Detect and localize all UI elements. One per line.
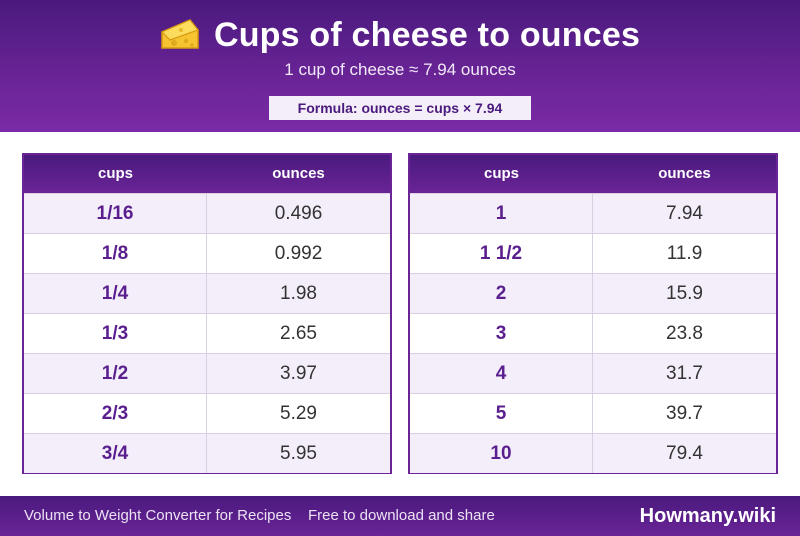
- column-header-ounces: ounces: [272, 165, 325, 182]
- table-header: cups ounces: [24, 155, 390, 193]
- ounces-cell: 11.9: [666, 243, 703, 264]
- footer-tagline: Volume to Weight Converter for Recipes: [24, 507, 292, 524]
- table-row: 5 39.7: [410, 393, 776, 433]
- header: Cups of cheese to ounces 1 cup of cheese…: [0, 0, 800, 132]
- cups-cell: 1/16: [24, 194, 207, 233]
- cups-cell: 1/8: [24, 234, 207, 273]
- conversion-table-right: cups ounces 1 7.94 1 1/2 11.9 2 15.9 3 2…: [408, 153, 778, 474]
- cheese-icon: [160, 18, 200, 52]
- cups-cell: 1/3: [24, 314, 207, 353]
- cups-cell: 3: [410, 314, 593, 353]
- cups-cell: 1: [410, 194, 593, 233]
- table-row: 3/4 5.95: [24, 433, 390, 473]
- cups-cell: 3/4: [24, 434, 207, 473]
- conversion-table-left: cups ounces 1/16 0.496 1/8 0.992 1/4 1.9…: [22, 153, 392, 474]
- ounces-cell: 39.7: [666, 403, 703, 424]
- cups-cell: 1 1/2: [410, 234, 593, 273]
- ounces-cell: 31.7: [666, 363, 703, 384]
- ounces-cell: 0.992: [274, 243, 323, 264]
- ounces-cell: 15.9: [666, 283, 703, 304]
- ounces-cell: 2.65: [280, 323, 317, 344]
- cups-cell: 2: [410, 274, 593, 313]
- page-subtitle: 1 cup of cheese ≈ 7.94 ounces: [284, 60, 516, 79]
- column-header-ounces: ounces: [658, 165, 711, 182]
- footer-share-note: Free to download and share: [308, 507, 495, 524]
- ounces-cell: 3.97: [280, 363, 317, 384]
- footer: Volume to Weight Converter for Recipes F…: [0, 496, 800, 536]
- cups-cell: 1/2: [24, 354, 207, 393]
- table-row: 4 31.7: [410, 353, 776, 393]
- table-header: cups ounces: [410, 155, 776, 193]
- page-title: Cups of cheese to ounces: [213, 15, 641, 54]
- footer-brand-link[interactable]: Howmany.wiki: [639, 505, 776, 527]
- cups-cell: 1/4: [24, 274, 207, 313]
- ounces-cell: 5.29: [280, 403, 317, 424]
- table-body: 1/16 0.496 1/8 0.992 1/4 1.98 1/3 2.65 1…: [24, 193, 390, 473]
- table-row: 1 7.94: [410, 193, 776, 233]
- cups-cell: 4: [410, 354, 593, 393]
- table-row: 1 1/2 11.9: [410, 233, 776, 273]
- column-header-cups: cups: [483, 165, 519, 182]
- formula-badge: Formula: ounces = cups × 7.94: [269, 96, 531, 120]
- table-row: 10 79.4: [410, 433, 776, 473]
- table-row: 1/3 2.65: [24, 313, 390, 353]
- ounces-cell: 23.8: [666, 323, 703, 344]
- ounces-cell: 79.4: [666, 443, 703, 464]
- table-row: 1/16 0.496: [24, 193, 390, 233]
- column-header-cups: cups: [97, 165, 133, 182]
- title-row: Cups of cheese to ounces: [0, 14, 800, 56]
- cups-cell: 2/3: [24, 394, 207, 433]
- ounces-cell: 0.496: [274, 203, 323, 224]
- ounces-cell: 5.95: [280, 443, 317, 464]
- table-row: 2 15.9: [410, 273, 776, 313]
- ounces-cell: 7.94: [666, 203, 703, 224]
- table-row: 1/8 0.992: [24, 233, 390, 273]
- ounces-cell: 1.98: [280, 283, 317, 304]
- table-row: 1/2 3.97: [24, 353, 390, 393]
- cups-cell: 5: [410, 394, 593, 433]
- table-body: 1 7.94 1 1/2 11.9 2 15.9 3 23.8 4 31.7 5…: [410, 193, 776, 473]
- table-row: 1/4 1.98: [24, 273, 390, 313]
- table-row: 3 23.8: [410, 313, 776, 353]
- table-row: 2/3 5.29: [24, 393, 390, 433]
- cups-cell: 10: [410, 434, 593, 473]
